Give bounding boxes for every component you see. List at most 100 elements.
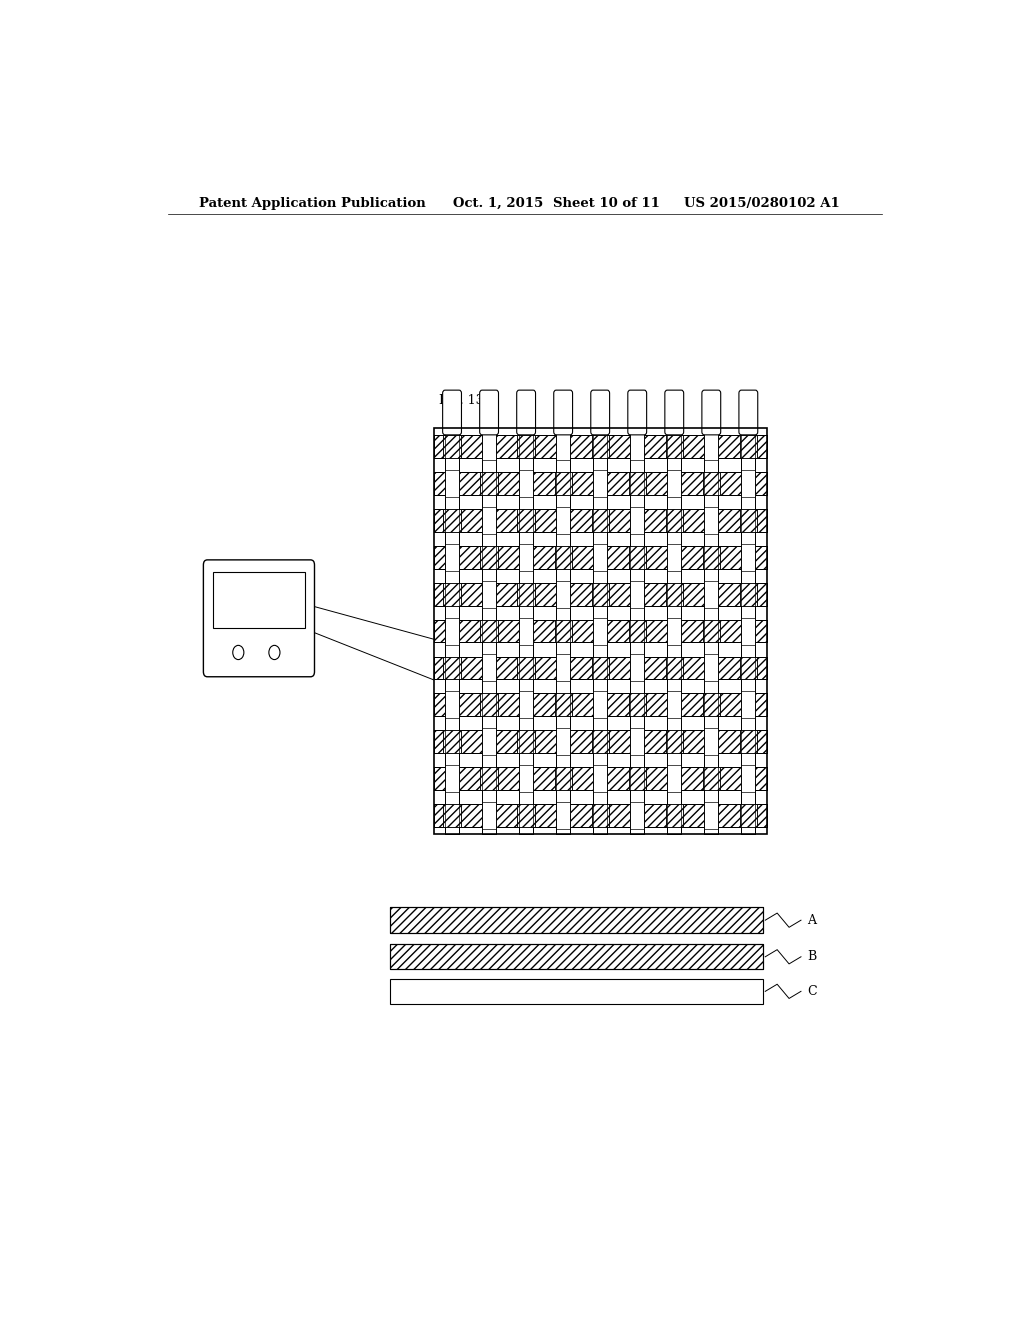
Bar	[739, 656, 757, 680]
Bar	[666, 508, 683, 532]
Bar	[390, 944, 763, 969]
Text: Oct. 1, 2015: Oct. 1, 2015	[454, 197, 544, 210]
Bar	[705, 803, 718, 829]
Bar	[517, 582, 535, 606]
Bar	[592, 508, 609, 532]
Bar	[630, 655, 644, 681]
Bar	[433, 471, 767, 495]
Bar	[555, 545, 571, 569]
Bar	[739, 804, 757, 828]
Bar	[556, 729, 570, 755]
Bar	[519, 692, 534, 718]
Bar	[443, 582, 461, 606]
Bar	[480, 693, 498, 717]
Bar	[739, 730, 757, 754]
Bar	[739, 656, 757, 680]
Bar	[739, 434, 757, 458]
Bar	[555, 619, 571, 643]
Bar	[592, 508, 609, 532]
Bar	[433, 619, 767, 643]
Text: A: A	[807, 913, 816, 927]
Bar	[702, 619, 720, 643]
Text: Fig. 13: Fig. 13	[439, 395, 483, 408]
Bar	[702, 471, 720, 495]
Bar	[443, 434, 461, 458]
Bar	[702, 693, 720, 717]
Bar	[443, 730, 461, 754]
Bar	[433, 693, 767, 717]
Bar	[741, 428, 756, 834]
Bar	[629, 767, 646, 791]
FancyBboxPatch shape	[628, 391, 646, 434]
Bar	[629, 693, 646, 717]
Bar	[629, 545, 646, 569]
Bar	[555, 619, 571, 643]
Bar	[433, 804, 767, 828]
Bar	[592, 434, 609, 458]
Bar	[629, 619, 646, 643]
Bar	[390, 978, 763, 1005]
Bar	[741, 470, 756, 496]
Bar	[630, 433, 644, 459]
Bar	[666, 582, 683, 606]
Bar	[433, 730, 767, 754]
Bar	[433, 508, 767, 532]
Bar	[445, 618, 459, 644]
Bar	[592, 730, 609, 754]
Bar	[741, 766, 756, 792]
Bar	[629, 767, 646, 791]
Text: C: C	[807, 985, 817, 998]
Bar	[443, 804, 461, 828]
Bar	[480, 767, 498, 791]
Bar	[517, 804, 535, 828]
Bar	[555, 767, 571, 791]
FancyBboxPatch shape	[591, 391, 609, 434]
Text: Sheet 10 of 11: Sheet 10 of 11	[553, 197, 659, 210]
Bar	[433, 656, 767, 680]
FancyBboxPatch shape	[554, 391, 572, 434]
Bar	[705, 507, 718, 533]
Bar	[705, 428, 718, 834]
Bar	[480, 471, 498, 495]
Circle shape	[269, 645, 280, 660]
Bar	[555, 471, 571, 495]
Bar	[739, 730, 757, 754]
Bar	[593, 544, 607, 570]
Bar	[517, 730, 535, 754]
Bar	[668, 544, 681, 570]
Bar	[705, 729, 718, 755]
Bar	[480, 545, 498, 569]
Bar	[668, 470, 681, 496]
Bar	[482, 433, 496, 459]
Bar	[482, 581, 496, 607]
Bar	[555, 471, 571, 495]
Bar	[630, 581, 644, 607]
Bar	[739, 508, 757, 532]
Bar	[445, 428, 459, 834]
Circle shape	[232, 645, 244, 660]
FancyBboxPatch shape	[442, 391, 462, 434]
Bar	[480, 767, 498, 791]
Bar	[433, 582, 767, 606]
Bar	[592, 434, 609, 458]
Bar	[630, 803, 644, 829]
Bar	[445, 766, 459, 792]
Bar	[741, 692, 756, 718]
Text: B: B	[807, 950, 816, 964]
Bar	[433, 804, 767, 828]
Bar	[739, 582, 757, 606]
Bar	[443, 730, 461, 754]
Bar	[739, 582, 757, 606]
Bar	[556, 655, 570, 681]
Bar	[705, 655, 718, 681]
Bar	[592, 730, 609, 754]
Bar	[592, 582, 609, 606]
Bar	[629, 693, 646, 717]
FancyBboxPatch shape	[701, 391, 721, 434]
Bar	[555, 767, 571, 791]
Bar	[482, 655, 496, 681]
FancyBboxPatch shape	[517, 391, 536, 434]
Text: Patent Application Publication: Patent Application Publication	[200, 197, 426, 210]
Bar	[666, 434, 683, 458]
Bar	[445, 692, 459, 718]
